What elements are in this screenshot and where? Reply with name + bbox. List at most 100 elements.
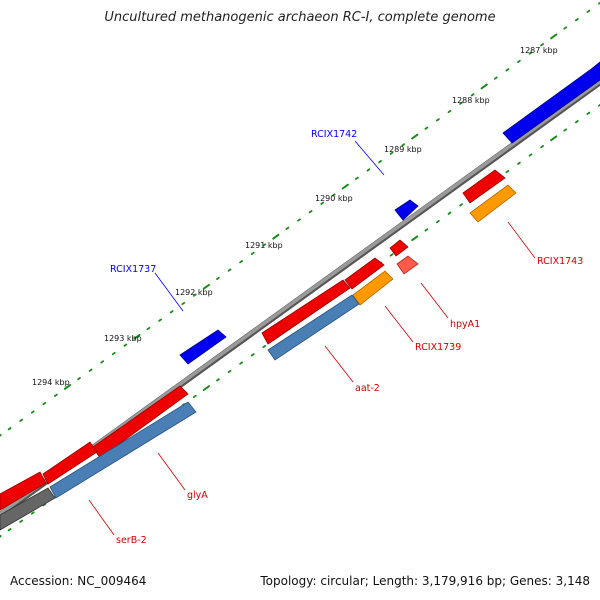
scale-tick [411, 235, 419, 242]
scale-tick [111, 351, 116, 356]
scale-tick [435, 118, 440, 122]
gene-label[interactable]: hpyA1 [450, 319, 480, 330]
forward-genes [179, 61, 600, 365]
scale-tick [297, 218, 301, 222]
scale-tick [54, 393, 58, 397]
scale-tick [100, 360, 105, 364]
scale-tick [447, 109, 452, 114]
scale-tick [0, 535, 2, 538]
scale-labels: 1287 kbp 1288 kbp 1289 kbp 1290 kbp 1291… [32, 46, 558, 387]
scale-tick [341, 183, 349, 190]
scale-tick [169, 310, 174, 314]
scale-label: 1291 kbp [245, 241, 283, 250]
scale-tick [459, 203, 464, 207]
gene-label[interactable]: serB-2 [116, 535, 147, 546]
scale-tick [133, 334, 141, 340]
gene-label[interactable]: glyA [187, 490, 208, 501]
gene-feature[interactable] [0, 471, 47, 511]
scale-tick [505, 68, 510, 72]
scale-label: 1290 kbp [315, 194, 353, 203]
topology-summary: Topology: circular; Length: 3,179,916 bp… [260, 574, 590, 588]
scale-tick [540, 144, 544, 149]
scale-tick [550, 135, 558, 142]
scale-tick [354, 176, 359, 180]
gene-feature[interactable] [42, 441, 98, 485]
outer-scale-ring [0, 1, 600, 437]
gene-feature[interactable] [92, 385, 189, 459]
scale-tick [563, 26, 568, 30]
gene-feature[interactable] [389, 239, 409, 257]
scale-label: 1287 kbp [520, 46, 558, 55]
scale-tick [202, 385, 210, 391]
scale-tick [42, 401, 47, 406]
scale-label: 1294 kbp [32, 378, 70, 387]
scale-tick [181, 301, 186, 306]
scale-tick [575, 18, 579, 22]
cds-feature[interactable] [469, 184, 517, 223]
scale-tick [517, 161, 521, 165]
gene-feature[interactable] [394, 199, 419, 221]
scale-tick [598, 1, 600, 5]
gene-feature[interactable] [261, 279, 351, 345]
scale-tick [308, 210, 313, 214]
scale-tick [480, 83, 488, 90]
scale-tick [239, 260, 244, 264]
scale-tick [216, 378, 220, 382]
scale-tick [598, 103, 600, 107]
scale-tick [586, 111, 591, 115]
scale-tick [459, 101, 464, 105]
gene-feature[interactable] [396, 255, 419, 275]
gene-feature[interactable] [462, 169, 506, 204]
gene-label[interactable]: RCIX1742 [311, 129, 357, 140]
scale-tick [366, 168, 371, 172]
scale-tick [262, 344, 267, 349]
scale-tick [192, 293, 197, 297]
gene-label[interactable]: RCIX1739 [415, 342, 461, 353]
gene-feature[interactable] [179, 329, 227, 365]
scale-tick [505, 169, 510, 174]
scale-tick [378, 159, 382, 164]
scale-tick [435, 219, 440, 224]
cds-feature[interactable] [267, 294, 360, 361]
scale-tick [7, 427, 12, 431]
scale-tick [586, 9, 591, 13]
scale-tick [389, 253, 394, 257]
scale-tick [7, 528, 12, 532]
scale-tick [158, 318, 163, 322]
cds-feature[interactable] [49, 401, 197, 499]
scale-tick [493, 76, 498, 80]
reverse-genes [0, 169, 506, 511]
scale-tick [528, 51, 533, 55]
cds-feature[interactable] [0, 487, 56, 531]
scale-tick [563, 128, 568, 132]
scale-tick [202, 283, 210, 290]
scale-label: 1288 kbp [452, 96, 490, 105]
scale-tick [320, 201, 325, 205]
scale-tick [63, 384, 72, 390]
scale-tick [146, 326, 151, 331]
scale-tick [424, 126, 429, 130]
gene-label[interactable]: RCIX1737 [110, 264, 156, 275]
scale-tick [285, 226, 290, 230]
scale-tick [216, 276, 220, 281]
gene-feature[interactable] [502, 61, 600, 144]
scale-tick [401, 143, 406, 147]
scale-tick [227, 369, 232, 374]
cds-features [0, 184, 517, 531]
scale-tick [272, 233, 280, 240]
scale-tick [389, 151, 394, 155]
scale-tick [550, 33, 558, 40]
scale-label: 1289 kbp [384, 145, 422, 154]
scale-tick [77, 376, 81, 381]
gene-label[interactable]: aat-2 [355, 383, 380, 394]
gene-label[interactable]: RCIX1743 [537, 256, 583, 267]
scale-label: 1292 kbp [175, 288, 213, 297]
scale-tick [540, 43, 544, 47]
map-title: Uncultured methanogenic archaeon RC-I, c… [104, 10, 496, 25]
scale-tick [19, 418, 24, 422]
scale-tick [30, 410, 35, 414]
scale-label: 1293 kbp [104, 334, 142, 343]
scale-tick [0, 434, 2, 437]
gene-feature[interactable] [344, 257, 385, 290]
